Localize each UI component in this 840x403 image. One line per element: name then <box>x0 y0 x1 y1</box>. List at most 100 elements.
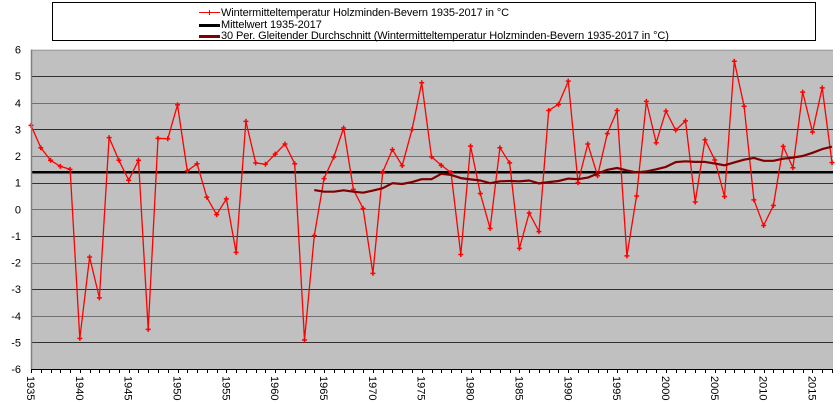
plus-marker-icon <box>634 193 640 199</box>
x-tick-label: 1940 <box>73 376 85 400</box>
y-tick-label: 0 <box>15 204 21 216</box>
darkred-line-icon <box>199 30 220 42</box>
plus-marker-icon <box>194 161 200 167</box>
plus-marker-icon <box>507 160 513 166</box>
x-tick-label: 2010 <box>757 376 769 400</box>
plus-marker-icon <box>829 160 835 166</box>
plus-marker-icon <box>604 131 610 137</box>
plus-marker-icon <box>292 161 298 167</box>
plus-marker-icon <box>487 225 493 231</box>
x-tick-label: 1965 <box>317 376 329 400</box>
x-axis-labels: 1935 1940 1945 1950 1955 1960 1965 1970 1975 1980… <box>24 376 817 400</box>
plus-marker-icon <box>731 58 737 64</box>
plus-marker-icon <box>155 135 161 141</box>
plus-marker-icon <box>282 141 288 147</box>
plus-marker-icon <box>575 180 581 186</box>
plus-marker-icon <box>165 136 171 142</box>
plus-marker-icon <box>429 154 434 160</box>
x-tick-label: 1975 <box>415 376 427 400</box>
plus-marker-icon <box>741 103 747 109</box>
plus-marker-icon <box>565 78 571 84</box>
moving-average-line <box>314 145 833 194</box>
legend-label: Wintermitteltemperatur Holzminden-Bevern… <box>221 7 509 19</box>
plus-marker-icon <box>370 270 376 276</box>
plus-marker-icon <box>643 98 649 104</box>
y-tick-label: 3 <box>15 124 21 136</box>
x-tick-label: 1995 <box>610 376 622 400</box>
plus-marker-icon <box>175 102 181 108</box>
plus-marker-icon <box>438 162 444 168</box>
plus-marker-icon <box>360 205 366 211</box>
plus-marker-icon <box>145 326 151 332</box>
plus-marker-icon <box>526 210 532 216</box>
plus-marker-icon <box>253 160 259 166</box>
plus-marker-icon <box>38 145 44 151</box>
plus-marker-icon <box>302 337 308 343</box>
plus-marker-icon <box>780 143 786 149</box>
plus-marker-icon <box>321 176 327 182</box>
plus-marker-icon <box>546 107 552 113</box>
plus-marker-icon <box>87 254 93 260</box>
plus-marker-icon <box>57 163 63 169</box>
plus-marker-icon <box>389 147 395 153</box>
plus-marker-icon <box>468 143 474 149</box>
x-tick-label: 2015 <box>805 376 817 400</box>
plus-marker-icon <box>331 154 337 160</box>
plus-marker-icon <box>624 253 630 259</box>
x-tick-label: 1985 <box>512 376 524 400</box>
plus-marker-icon <box>48 157 54 163</box>
plus-marker-icon <box>135 157 141 163</box>
gridlines <box>31 50 833 343</box>
plus-marker-icon <box>516 245 522 251</box>
y-tick-label: 4 <box>15 98 21 110</box>
plus-marker-icon <box>585 141 591 147</box>
plus-marker-icon <box>673 127 679 133</box>
y-tick-label: -5 <box>11 337 21 349</box>
y-tick-label: -1 <box>11 231 21 243</box>
plus-marker-icon <box>311 233 317 239</box>
x-tick-label: 1950 <box>171 376 183 400</box>
plus-marker-icon <box>106 135 112 141</box>
plus-marker-icon <box>116 157 122 163</box>
plus-marker-icon <box>497 145 503 151</box>
data-point-markers <box>28 58 835 343</box>
x-tick-label: 2005 <box>708 376 720 400</box>
plus-marker-icon <box>223 196 229 202</box>
legend-item-mean: Mittelwert 1935-2017 <box>199 19 322 31</box>
plus-marker-icon <box>682 118 688 124</box>
plus-marker-icon <box>614 107 620 113</box>
plus-marker-icon <box>770 203 776 209</box>
plus-marker-icon <box>214 212 220 218</box>
plus-marker-icon <box>663 108 669 114</box>
plus-marker-icon <box>341 125 347 131</box>
y-axis-labels: 6 5 4 3 2 1 0 -1 -2 -3 -4 -5 -6 <box>11 45 21 377</box>
plus-marker-icon <box>761 222 767 228</box>
plus-marker-icon <box>790 165 796 171</box>
plus-marker-icon <box>692 199 698 205</box>
plus-marker-icon <box>233 249 239 255</box>
plus-marker-icon <box>272 151 278 157</box>
legend: Wintermitteltemperatur Holzminden-Bevern… <box>52 2 816 42</box>
legend-label: 30 Per. Gleitender Durchschnitt (Winterm… <box>221 30 669 42</box>
legend-item-winter-temperature: Wintermitteltemperatur Holzminden-Bevern… <box>199 7 509 19</box>
x-tick-label: 1970 <box>366 376 378 400</box>
x-tick-label: 1935 <box>24 376 36 400</box>
x-tick-label: 1960 <box>268 376 280 400</box>
plus-marker-icon <box>184 168 190 174</box>
x-tick-label: 1990 <box>561 376 573 400</box>
plus-marker-icon <box>702 137 708 143</box>
y-tick-label: -2 <box>11 258 21 270</box>
x-tick-label: 1955 <box>219 376 231 400</box>
plus-marker-icon <box>126 177 132 183</box>
y-tick-label: -3 <box>11 284 21 296</box>
x-tick-label: 1980 <box>464 376 476 400</box>
y-tick-label: 6 <box>15 45 21 57</box>
y-tick-label: -4 <box>11 311 21 323</box>
plus-marker-icon <box>809 129 815 135</box>
plus-marker-icon <box>380 169 386 175</box>
plus-marker-icon <box>819 85 825 91</box>
plus-marker-icon <box>653 140 659 146</box>
red-line-plus-marker-icon <box>199 7 220 19</box>
